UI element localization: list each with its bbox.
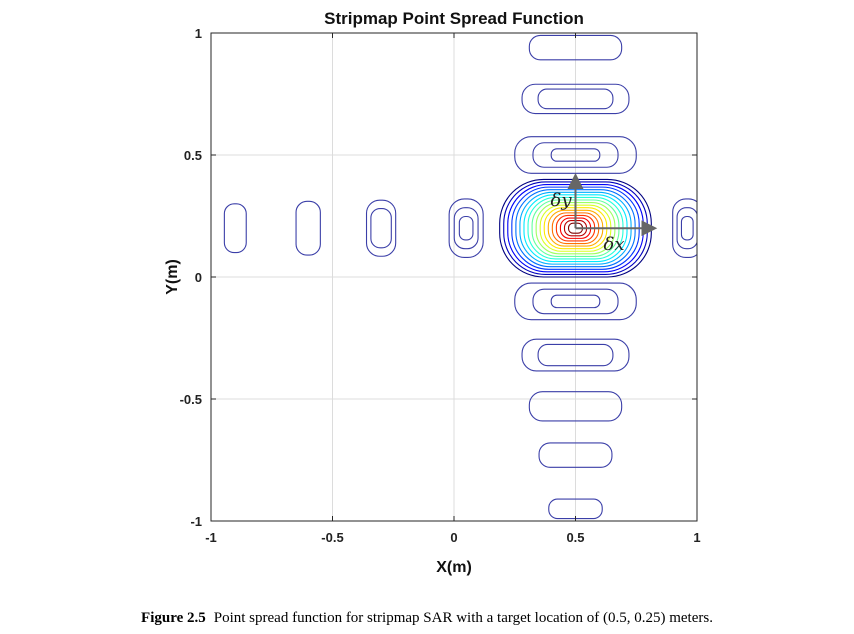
chart-title: Stripmap Point Spread Function bbox=[324, 9, 584, 28]
delta-y-label: δy bbox=[550, 190, 572, 211]
x-tick-label: -1 bbox=[205, 530, 217, 545]
sidelobe-y-4-ring-0 bbox=[521, 338, 630, 372]
x-tick-label: 0.5 bbox=[566, 530, 584, 545]
x-tick-label: 1 bbox=[693, 530, 700, 545]
sidelobe-x-3-ring-0 bbox=[448, 198, 484, 259]
tick-marks: -1 -0.5 0 0.5 1 -1 -0.5 0 0.5 1 bbox=[180, 26, 701, 545]
sidelobe-x-3-ring-2 bbox=[458, 215, 474, 241]
y-tick-label: -1 bbox=[190, 514, 202, 529]
sidelobe-x-3-ring-1 bbox=[453, 207, 479, 250]
sidelobe-y-1-ring-0 bbox=[521, 83, 630, 115]
sidelobe-y-2-ring-1 bbox=[532, 142, 619, 168]
sidelobe-x-4-ring-0 bbox=[672, 198, 697, 259]
y-tick-label: 0.5 bbox=[184, 148, 202, 163]
sidelobe-y-2-ring-2 bbox=[550, 148, 601, 162]
sidelobe-y-5-ring-0 bbox=[528, 391, 623, 422]
caption-text: Point spread function for stripmap SAR w… bbox=[213, 610, 713, 626]
psf-contour-plot: Stripmap Point Spread Function -1 -0.5 0 0.… bbox=[164, 9, 701, 576]
sidelobe-x-4-ring-1 bbox=[676, 207, 697, 250]
x-tick-label: 0 bbox=[450, 530, 457, 545]
y-tick-label: 0 bbox=[195, 270, 202, 285]
sidelobe-y-3-ring-0 bbox=[514, 282, 637, 321]
sidelobe-y-3-ring-2 bbox=[550, 294, 601, 309]
x-tick-label: -0.5 bbox=[321, 530, 343, 545]
sidelobe-x-2-ring-0 bbox=[365, 199, 397, 257]
y-tick-label: -0.5 bbox=[180, 392, 202, 407]
delta-x-label: δx bbox=[604, 234, 625, 255]
sidelobe-x-4-ring-2 bbox=[680, 215, 694, 241]
sidelobe-y-3-ring-1 bbox=[532, 288, 619, 315]
figure-caption: Figure 2.5 Point spread function for stri… bbox=[0, 610, 854, 627]
sidelobe-y-1-ring-1 bbox=[537, 88, 614, 110]
figure-label: Figure 2.5 bbox=[141, 610, 206, 626]
sidelobe-y-4-ring-1 bbox=[537, 343, 614, 367]
sidelobe-y-6-ring-0 bbox=[538, 442, 613, 468]
x-axis-label: X(m) bbox=[436, 559, 472, 576]
y-tick-label: 1 bbox=[195, 26, 202, 41]
resolution-annotations: δy δx bbox=[550, 172, 658, 255]
sidelobe-x-1-ring-0 bbox=[295, 200, 321, 256]
sidelobe-x-2-ring-1 bbox=[370, 208, 392, 249]
y-axis-label: Y(m) bbox=[164, 259, 181, 295]
sidelobe-x-0-ring-0 bbox=[223, 203, 247, 254]
